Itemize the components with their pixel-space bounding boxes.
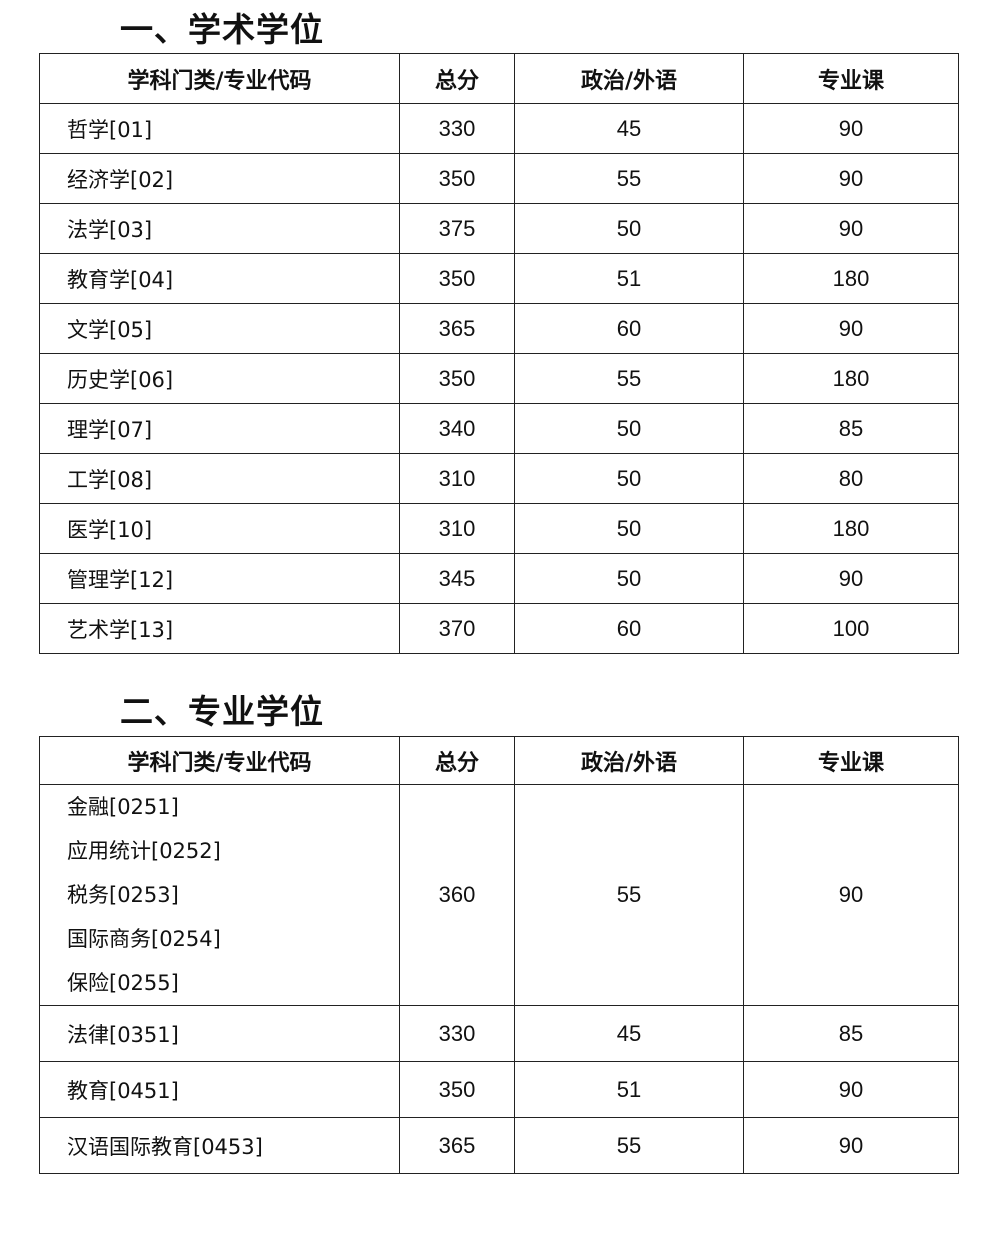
table-row: 教育学[04] 350 51 180 xyxy=(39,253,959,304)
discipline-name: 工学[08] xyxy=(39,453,400,504)
politics-language-score: 55 xyxy=(514,153,744,204)
discipline-name: 税务[0253] xyxy=(67,883,179,907)
major-score: 180 xyxy=(743,353,959,404)
total-score: 375 xyxy=(399,203,515,254)
major-score: 85 xyxy=(743,403,959,454)
header-politics-language: 政治/外语 xyxy=(514,53,744,104)
table-row: 教育[0451] 350 51 90 xyxy=(39,1061,959,1118)
politics-language-score: 50 xyxy=(514,503,744,554)
header-politics-language: 政治/外语 xyxy=(514,736,744,785)
politics-language-score: 51 xyxy=(514,253,744,304)
total-score: 365 xyxy=(399,303,515,354)
politics-language-score: 55 xyxy=(514,1117,744,1174)
table-row: 汉语国际教育[0453] 365 55 90 xyxy=(39,1117,959,1174)
header-discipline: 学科门类/专业代码 xyxy=(39,53,400,104)
total-score: 330 xyxy=(399,1005,515,1062)
major-score: 80 xyxy=(743,453,959,504)
table-header-row: 学科门类/专业代码 总分 政治/外语 专业课 xyxy=(39,53,959,104)
table-row: 管理学[12] 345 50 90 xyxy=(39,553,959,604)
major-score: 100 xyxy=(743,603,959,654)
total-score: 340 xyxy=(399,403,515,454)
table-row: 法律[0351] 330 45 85 xyxy=(39,1005,959,1062)
major-score: 180 xyxy=(743,503,959,554)
discipline-name: 法律[0351] xyxy=(39,1005,400,1062)
politics-language-score: 50 xyxy=(514,453,744,504)
major-score: 90 xyxy=(743,153,959,204)
professional-score-table: 学科门类/专业代码 总分 政治/外语 专业课 金融[0251] 应用统计[025… xyxy=(39,736,959,1174)
header-major: 专业课 xyxy=(743,736,959,785)
politics-language-score: 55 xyxy=(514,353,744,404)
discipline-name: 法学[03] xyxy=(39,203,400,254)
major-score: 90 xyxy=(743,784,959,1006)
total-score: 360 xyxy=(399,784,515,1006)
total-score: 350 xyxy=(399,353,515,404)
total-score: 310 xyxy=(399,453,515,504)
discipline-name: 汉语国际教育[0453] xyxy=(39,1117,400,1174)
discipline-name: 管理学[12] xyxy=(39,553,400,604)
total-score: 345 xyxy=(399,553,515,604)
table-row: 理学[07] 340 50 85 xyxy=(39,403,959,454)
discipline-name: 教育[0451] xyxy=(39,1061,400,1118)
header-total: 总分 xyxy=(399,736,515,785)
discipline-name: 经济学[02] xyxy=(39,153,400,204)
discipline-name: 应用统计[0252] xyxy=(67,839,221,863)
discipline-name: 保险[0255] xyxy=(67,971,179,995)
table-row: 哲学[01] 330 45 90 xyxy=(39,103,959,154)
total-score: 370 xyxy=(399,603,515,654)
table-row: 医学[10] 310 50 180 xyxy=(39,503,959,554)
table-row: 法学[03] 375 50 90 xyxy=(39,203,959,254)
table-header-row: 学科门类/专业代码 总分 政治/外语 专业课 xyxy=(39,736,959,785)
section-title-professional: 二、专业学位 xyxy=(120,692,324,731)
academic-score-table: 学科门类/专业代码 总分 政治/外语 专业课 哲学[01] 330 45 90 经济学[… xyxy=(39,53,959,654)
discipline-name: 国际商务[0254] xyxy=(67,927,221,951)
table-row: 工学[08] 310 50 80 xyxy=(39,453,959,504)
discipline-name: 医学[10] xyxy=(39,503,400,554)
discipline-name: 教育学[04] xyxy=(39,253,400,304)
discipline-name: 历史学[06] xyxy=(39,353,400,404)
politics-language-score: 55 xyxy=(514,784,744,1006)
major-score: 90 xyxy=(743,203,959,254)
group-names-cell: 金融[0251] 应用统计[0252] 税务[0253] 国际商务[0254] … xyxy=(39,784,400,1006)
table-row-group: 金融[0251] 应用统计[0252] 税务[0253] 国际商务[0254] … xyxy=(39,784,959,1006)
header-discipline: 学科门类/专业代码 xyxy=(39,736,400,785)
politics-language-score: 51 xyxy=(514,1061,744,1118)
discipline-name: 哲学[01] xyxy=(39,103,400,154)
total-score: 350 xyxy=(399,153,515,204)
politics-language-score: 50 xyxy=(514,553,744,604)
table-row: 经济学[02] 350 55 90 xyxy=(39,153,959,204)
major-score: 90 xyxy=(743,1117,959,1174)
total-score: 350 xyxy=(399,253,515,304)
header-major: 专业课 xyxy=(743,53,959,104)
total-score: 350 xyxy=(399,1061,515,1118)
major-score: 90 xyxy=(743,103,959,154)
politics-language-score: 60 xyxy=(514,303,744,354)
politics-language-score: 45 xyxy=(514,1005,744,1062)
politics-language-score: 50 xyxy=(514,403,744,454)
politics-language-score: 45 xyxy=(514,103,744,154)
discipline-name: 艺术学[13] xyxy=(39,603,400,654)
header-total: 总分 xyxy=(399,53,515,104)
major-score: 90 xyxy=(743,303,959,354)
total-score: 365 xyxy=(399,1117,515,1174)
table-row: 历史学[06] 350 55 180 xyxy=(39,353,959,404)
major-score: 85 xyxy=(743,1005,959,1062)
table-row: 艺术学[13] 370 60 100 xyxy=(39,603,959,654)
politics-language-score: 60 xyxy=(514,603,744,654)
section-title-academic: 一、学术学位 xyxy=(120,10,324,49)
major-score: 90 xyxy=(743,1061,959,1118)
major-score: 90 xyxy=(743,553,959,604)
discipline-name: 文学[05] xyxy=(39,303,400,354)
discipline-name: 理学[07] xyxy=(39,403,400,454)
table-row: 文学[05] 365 60 90 xyxy=(39,303,959,354)
discipline-name: 金融[0251] xyxy=(67,795,179,819)
major-score: 180 xyxy=(743,253,959,304)
total-score: 310 xyxy=(399,503,515,554)
politics-language-score: 50 xyxy=(514,203,744,254)
total-score: 330 xyxy=(399,103,515,154)
